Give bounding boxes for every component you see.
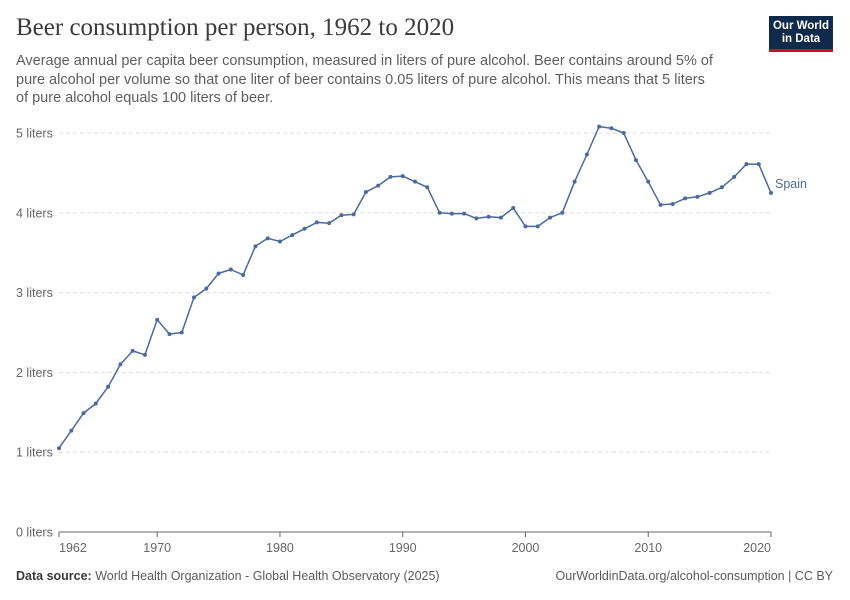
data-point[interactable] — [597, 124, 602, 129]
data-point[interactable] — [93, 401, 98, 406]
data-point[interactable] — [756, 162, 761, 167]
chart-title: Beer consumption per person, 1962 to 202… — [16, 14, 455, 41]
line-chart: 0 liters 1 liters 2 liters 3 liters 4 liters… — [16, 124, 807, 555]
data-point[interactable] — [265, 236, 270, 241]
data-point[interactable] — [548, 215, 553, 220]
data-point[interactable] — [744, 162, 749, 167]
data-point[interactable] — [462, 211, 467, 216]
data-point[interactable] — [351, 212, 356, 217]
data-point[interactable] — [732, 174, 737, 179]
data-point[interactable] — [572, 179, 577, 184]
data-point[interactable] — [707, 190, 712, 195]
data-point[interactable] — [216, 271, 221, 276]
data-point[interactable] — [400, 174, 405, 179]
data-source: Data source: World Health Organization -… — [16, 569, 440, 583]
data-point[interactable] — [621, 131, 626, 135]
data-point[interactable] — [535, 224, 540, 229]
data-point[interactable] — [425, 185, 430, 190]
data-point[interactable] — [228, 267, 233, 272]
data-point[interactable] — [81, 411, 86, 416]
data-point[interactable] — [241, 273, 246, 278]
x-tick-label: 1990 — [389, 541, 417, 555]
x-tick-label: 2020 — [743, 541, 771, 555]
data-point[interactable] — [363, 190, 368, 195]
data-point[interactable] — [609, 126, 614, 131]
chart-subtitle: Average annual per capita beer consumpti… — [16, 53, 713, 106]
data-point[interactable] — [155, 317, 160, 322]
data-point[interactable] — [388, 174, 393, 179]
url-license[interactable]: OurWorldinData.org/alcohol-consumption |… — [555, 569, 833, 583]
data-point[interactable] — [449, 211, 454, 216]
data-point[interactable] — [658, 202, 663, 207]
data-point[interactable] — [474, 216, 479, 221]
x-tick-label: 1962 — [59, 541, 87, 555]
y-tick-label: 4 liters — [16, 206, 53, 220]
data-point[interactable] — [253, 244, 258, 249]
data-point[interactable] — [277, 239, 282, 244]
y-tick-label: 0 liters — [16, 526, 53, 540]
data-point[interactable] — [142, 352, 147, 357]
data-point[interactable] — [498, 215, 503, 220]
data-point[interactable] — [486, 214, 491, 219]
data-point[interactable] — [376, 183, 381, 188]
y-tick-label: 2 liters — [16, 366, 53, 380]
x-tick-label: 1970 — [143, 541, 171, 555]
y-tick-label: 1 liters — [16, 446, 53, 460]
data-point[interactable] — [167, 332, 172, 337]
data-source-label: Data source: — [16, 569, 92, 583]
data-point[interactable] — [633, 158, 638, 163]
data-source-text[interactable]: World Health Organization - Global Healt… — [95, 569, 440, 583]
data-point[interactable] — [57, 446, 61, 451]
data-point[interactable] — [118, 362, 123, 367]
data-point[interactable] — [106, 384, 111, 389]
data-point[interactable] — [584, 152, 589, 157]
owid-logo[interactable]: Our World in Data — [769, 16, 833, 52]
data-point[interactable] — [695, 194, 700, 199]
data-point[interactable] — [314, 220, 319, 225]
data-point[interactable] — [302, 226, 307, 231]
data-point[interactable] — [339, 213, 344, 218]
data-point[interactable] — [683, 196, 688, 201]
data-point[interactable] — [560, 210, 565, 215]
logo-line-1: Our World — [772, 20, 829, 32]
data-point[interactable] — [327, 221, 332, 226]
y-tick-label: 5 liters — [16, 127, 53, 141]
series-label[interactable]: Spain — [775, 177, 807, 191]
x-tick-label: 2000 — [512, 541, 540, 555]
data-point[interactable] — [130, 348, 135, 353]
data-point[interactable] — [670, 202, 675, 207]
data-point[interactable] — [179, 330, 184, 335]
data-point[interactable] — [719, 185, 724, 190]
data-point[interactable] — [523, 224, 528, 229]
data-point[interactable] — [413, 179, 417, 184]
logo-line-2: in Data — [781, 33, 821, 45]
data-point[interactable] — [192, 295, 197, 300]
data-point[interactable] — [290, 233, 295, 238]
data-point[interactable] — [769, 190, 773, 195]
y-tick-label: 3 liters — [16, 286, 53, 300]
x-tick-label: 1980 — [266, 541, 294, 555]
data-point[interactable] — [204, 286, 209, 291]
data-point[interactable] — [646, 179, 651, 184]
series-line-spain — [58, 125, 772, 449]
x-tick-label: 2010 — [634, 541, 662, 555]
data-point[interactable] — [437, 210, 442, 215]
data-point[interactable] — [511, 206, 516, 211]
data-point[interactable] — [69, 428, 74, 433]
